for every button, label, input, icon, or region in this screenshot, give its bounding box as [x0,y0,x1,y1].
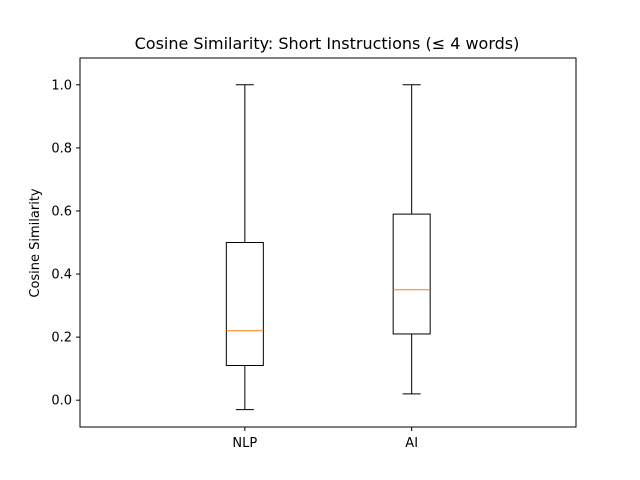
plot-area: 0.0 0.2 0.4 0.6 0.8 1.0 NLP AI [51,78,431,451]
y-tick-label: 0.0 [51,394,72,409]
y-tick-label: 0.4 [51,268,72,283]
y-tick-label: 0.8 [51,141,72,156]
x-tick-label: AI [405,436,418,451]
y-tick-label: 0.2 [51,331,72,346]
chart-title: Cosine Similarity: Short Instructions (≤… [135,34,520,53]
box-iqr [225,242,264,366]
x-tick-label: NLP [232,436,257,451]
axes-frame [79,57,577,428]
y-tick-label: 0.6 [51,204,72,219]
y-axis-label: Cosine Similarity [28,188,43,298]
box-iqr [392,213,431,335]
y-tick-label: 1.0 [51,78,72,93]
